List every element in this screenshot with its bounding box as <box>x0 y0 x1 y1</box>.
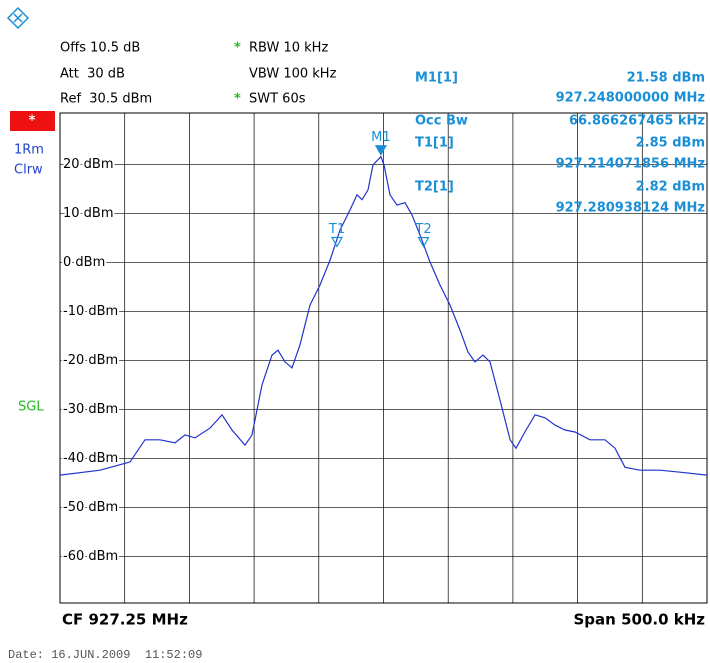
y-tick-label: 0 dBm <box>63 255 105 270</box>
center-frequency: CF 927.25 MHz <box>62 611 188 629</box>
marker <box>330 236 344 248</box>
trace-flag-box <box>10 111 55 131</box>
marker <box>417 237 430 248</box>
marker-label: M1 <box>371 130 391 145</box>
marker-label: T1 <box>328 222 345 237</box>
y-tick-label: -60 dBm <box>63 549 118 564</box>
occ-bw-value: 66.866267465 kHz <box>569 114 705 129</box>
readout-name: T1[1] <box>415 136 454 151</box>
y-tick-label: -50 dBm <box>63 500 118 515</box>
offset: Offs 10.5 dB <box>60 41 140 56</box>
rbw-flag: * <box>234 41 241 56</box>
swt: SWT 60s <box>249 92 306 107</box>
readout-name: T2[1] <box>415 180 454 195</box>
marker-label: T2 <box>414 222 431 237</box>
rbw: RBW 10 kHz <box>249 41 328 56</box>
marker <box>374 145 387 156</box>
vbw: VBW 100 kHz <box>249 67 337 82</box>
readout-frequency: 927.280938124 MHz <box>556 201 705 216</box>
detector: 1Rm <box>14 143 44 158</box>
y-tick-label: -40 dBm <box>63 451 118 466</box>
sweep-mode: SGL <box>18 400 44 415</box>
readout-level: 21.58 dBm <box>627 71 705 86</box>
trace-mode: Clrw <box>14 163 43 178</box>
occ-bw-label: Occ Bw <box>415 114 468 129</box>
readout-frequency: 927.248000000 MHz <box>556 91 705 106</box>
span: Span 500.0 kHz <box>574 611 706 629</box>
y-tick-label: 20 dBm <box>63 157 114 172</box>
readout-frequency: 927.214071856 MHz <box>556 157 705 172</box>
y-tick-label: 10 dBm <box>63 206 114 221</box>
reference: Ref 30.5 dBm <box>60 92 152 107</box>
y-tick-label: -30 dBm <box>63 402 118 417</box>
swt-flag: * <box>234 92 241 107</box>
trace-flag: * <box>29 114 36 129</box>
readout-name: M1[1] <box>415 71 458 86</box>
date: Date: 16.JUN.2009 11:52:09 <box>8 648 202 662</box>
y-tick-label: -20 dBm <box>63 353 118 368</box>
readout-level: 2.85 dBm <box>636 136 705 151</box>
readout-level: 2.82 dBm <box>636 180 705 195</box>
attenuation: Att 30 dB <box>60 67 125 82</box>
trace <box>59 155 708 476</box>
y-tick-label: -10 dBm <box>63 304 118 319</box>
logo <box>6 6 30 30</box>
